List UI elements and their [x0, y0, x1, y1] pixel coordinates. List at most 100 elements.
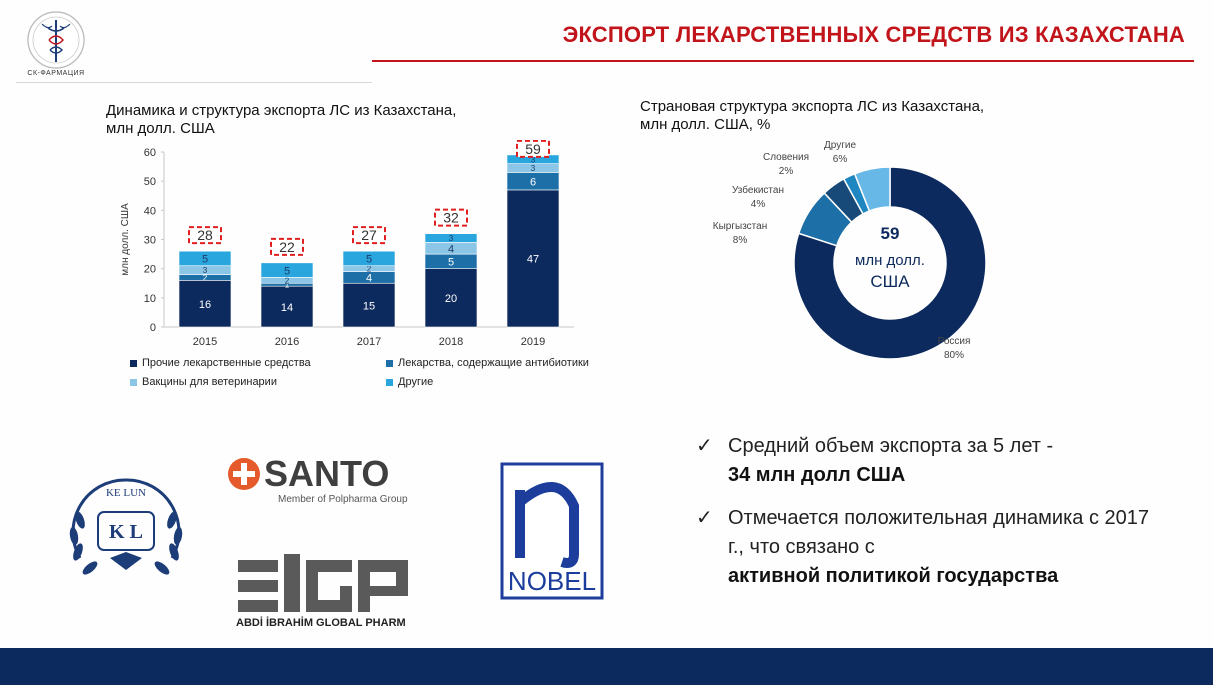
donut-chart-title-line2: млн долл. США, %	[640, 116, 771, 133]
sk-pharmacia-logo	[27, 11, 85, 69]
legend-label: Другие	[398, 376, 434, 388]
kelun-logo: K L KE LUN	[69, 478, 183, 575]
x-tick-label: 2018	[439, 336, 463, 348]
bar-segment-label: 5	[366, 254, 372, 266]
bar-segment-label: 3	[531, 155, 536, 164]
legend-swatch	[130, 359, 137, 367]
bar-segment-label: 47	[527, 254, 539, 266]
total-label: 28	[197, 227, 213, 243]
bullet-bold: 34 млн долл США	[728, 464, 906, 486]
slice-name-label: Словения	[763, 152, 809, 163]
bullet-text: Средний объем экспорта за 5 лет -	[728, 435, 1054, 457]
bar-segment-label: 6	[530, 176, 536, 188]
total-box	[434, 208, 468, 227]
bar-segment	[178, 280, 232, 328]
donut-chart-title-line1: Страновая структура экспорта ЛС из Казах…	[640, 98, 985, 115]
y-tick-label: 40	[144, 205, 156, 217]
slice-value-label: 8%	[733, 235, 748, 246]
slice-value-label: 2%	[779, 166, 794, 177]
legend-label: Вакцины для ветеринарии	[142, 376, 277, 388]
total-box	[270, 237, 304, 256]
bullet-positive-trend: ✓ Отмечается положительная динамика с 20…	[696, 504, 1166, 591]
slice-name-label: Кыргызстан	[713, 221, 767, 232]
total-label: 27	[361, 227, 377, 243]
y-tick-label: 30	[144, 235, 156, 247]
bar-segment-label: 2	[285, 276, 290, 285]
bar-segment-label: 3	[449, 234, 454, 243]
slice-value-label: 4%	[751, 199, 766, 210]
donut-center-value: 59	[881, 224, 900, 243]
donut-slice	[793, 166, 987, 360]
legend-item-others: Другие	[386, 376, 433, 388]
legend-label: Прочие лекарственные средства	[142, 357, 311, 369]
bar-segment-label: 5	[202, 254, 208, 266]
legend-item-antibiotics: Лекарства, содержащие антибиотики	[386, 357, 589, 369]
x-tick-label: 2019	[521, 336, 545, 348]
bar-segment-label: 4	[366, 273, 372, 285]
bar-segment	[260, 285, 314, 328]
total-label: 32	[443, 210, 459, 226]
y-tick-label: 20	[144, 264, 156, 276]
x-tick-label: 2017	[357, 336, 381, 348]
nobel-name: NOBEL	[508, 566, 596, 596]
bullet-text: Отмечается положительная динамика с 2017…	[728, 507, 1149, 558]
total-box	[352, 226, 386, 245]
bar-segment	[178, 250, 232, 267]
y-tick-label: 50	[144, 176, 156, 188]
legend-swatch	[386, 359, 393, 367]
bar-segment-label: 2	[203, 273, 208, 282]
santo-name: SANTO	[264, 453, 389, 494]
donut-slice	[853, 166, 891, 212]
bar-segment-label: 5	[448, 257, 454, 269]
legend-item-other-drugs: Прочие лекарственные средства	[130, 357, 311, 369]
bar-segment-label: 1	[285, 281, 290, 290]
santo-logo: SANTO Member of Polpharma Group	[228, 453, 408, 505]
aigp-subtitle: ABDİ İBRAHİM GLOBAL PHARM	[236, 616, 406, 629]
bar-segment-label: 4	[448, 243, 454, 255]
bar-chart-title-line2: млн долл. США	[106, 120, 215, 137]
slice-name-label: Узбекистан	[732, 184, 784, 196]
legend-item-vet-vaccines: Вакцины для ветеринарии	[130, 376, 277, 388]
total-box	[188, 226, 222, 245]
slice-value-label: 80%	[944, 350, 964, 361]
slice-name-label: Другие	[824, 140, 856, 151]
bar-chart-title-line1: Динамика и структура экспорта ЛС из Каза…	[106, 102, 457, 119]
company-caption: СК-ФАРМАЦИЯ	[27, 70, 85, 77]
bar-segment	[260, 262, 314, 278]
bar-segment-label: 3	[531, 164, 536, 173]
bar-segment	[506, 189, 560, 328]
bar-segment	[424, 233, 478, 243]
y-tick-label: 60	[144, 147, 156, 159]
page-title: ЭКСПОРТ ЛЕКАРСТВЕННЫХ СРЕДСТВ ИЗ КАЗАХСТ…	[562, 22, 1185, 47]
legend-swatch	[130, 378, 137, 386]
bullet-average-export: ✓ Средний объем экспорта за 5 лет - 34 м…	[696, 432, 1166, 490]
donut-center-line2: США	[870, 272, 910, 291]
nobel-logo: NOBEL	[500, 462, 604, 600]
check-icon: ✓	[696, 507, 713, 529]
bar-segment-label: 14	[281, 302, 293, 314]
bar-segment	[342, 282, 396, 328]
key-points: ✓ Средний объем экспорта за 5 лет - 34 м…	[696, 432, 1166, 605]
y-tick-label: 10	[144, 293, 156, 305]
y-axis-label: млн долл. США	[120, 203, 131, 276]
x-tick-label: 2015	[193, 336, 217, 348]
bar-segment-label: 5	[284, 265, 290, 277]
bar-segment-label: 16	[199, 299, 211, 311]
footer-bar	[0, 648, 1213, 685]
bar-chart-title: Динамика и структура экспорта ЛС из Каза…	[106, 102, 456, 138]
bar-segment-label: 2	[367, 265, 372, 274]
y-tick-label: 0	[150, 322, 156, 334]
bar-segment-label: 15	[363, 300, 375, 312]
bar-segment-label: 3	[203, 266, 208, 275]
header-divider	[16, 82, 372, 83]
total-label: 59	[525, 141, 541, 157]
kelun-mark: K L	[109, 521, 143, 543]
legend-label: Лекарства, содержащие антибиотики	[398, 357, 589, 369]
slice-value-label: 6%	[833, 154, 848, 165]
donut-center-line1: млн долл.	[855, 252, 925, 269]
bullet-bold: активной политикой государства	[728, 565, 1059, 587]
kelun-top-text: KE LUN	[106, 487, 146, 499]
check-icon: ✓	[696, 435, 713, 457]
